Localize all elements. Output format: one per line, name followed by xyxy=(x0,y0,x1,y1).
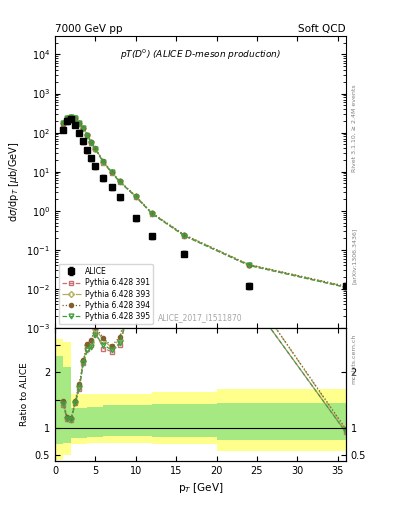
Text: mcplots.cern.ch: mcplots.cern.ch xyxy=(352,333,357,383)
Legend: ALICE, Pythia 6.428 391, Pythia 6.428 393, Pythia 6.428 394, Pythia 6.428 395: ALICE, Pythia 6.428 391, Pythia 6.428 39… xyxy=(59,264,153,324)
Text: pT(D$^0$) (ALICE D-meson production): pT(D$^0$) (ALICE D-meson production) xyxy=(120,48,281,62)
Text: 7000 GeV pp: 7000 GeV pp xyxy=(55,24,123,34)
Text: [arXiv:1306.3436]: [arXiv:1306.3436] xyxy=(352,228,357,284)
X-axis label: p$_T$ [GeV]: p$_T$ [GeV] xyxy=(178,481,223,495)
Text: ALICE_2017_I1511870: ALICE_2017_I1511870 xyxy=(158,313,243,322)
Text: Soft QCD: Soft QCD xyxy=(298,24,346,34)
Y-axis label: d$\sigma$/dp$_T$ [$\mu$b/GeV]: d$\sigma$/dp$_T$ [$\mu$b/GeV] xyxy=(7,142,20,222)
Text: Rivet 3.1.10, ≥ 2.4M events: Rivet 3.1.10, ≥ 2.4M events xyxy=(352,84,357,172)
Y-axis label: Ratio to ALICE: Ratio to ALICE xyxy=(20,362,29,426)
